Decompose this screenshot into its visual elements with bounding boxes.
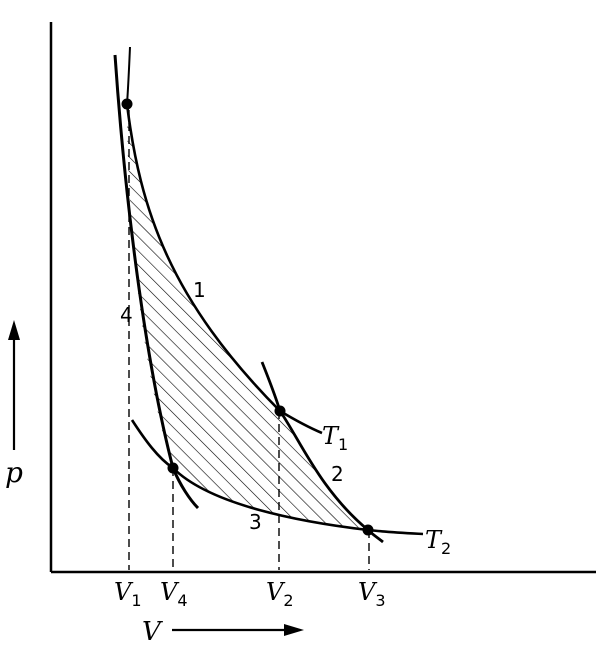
segment-label-3: 3 [249, 510, 262, 534]
tick-label-v1: V1 [114, 578, 142, 610]
state-point-2 [274, 405, 286, 417]
segment-label-1: 1 [193, 278, 206, 302]
isotherm-t2 [130, 419, 424, 536]
isotherm-t1-top [126, 46, 131, 105]
state-point-1 [121, 98, 133, 110]
isotherm-label-t1: T1 [322, 422, 348, 454]
segment-label-4: 4 [120, 303, 133, 327]
segment-label-2: 2 [331, 462, 344, 486]
p-axis-label: p [5, 456, 23, 489]
p-arrow-head [8, 320, 20, 340]
isotherm-t1 [125, 103, 323, 435]
v-arrow-head [284, 624, 304, 636]
tick-label-v4: V4 [160, 578, 188, 610]
adiabat-4 [113, 54, 200, 510]
isotherm-label-t2: T2 [425, 526, 451, 558]
state-point-4 [167, 462, 179, 474]
tick-label-v3: V3 [358, 578, 386, 610]
state-point-3 [362, 524, 374, 536]
adiabat-2 [260, 361, 384, 544]
v-axis-label: V [142, 617, 163, 647]
tick-label-v2: V2 [266, 578, 294, 610]
